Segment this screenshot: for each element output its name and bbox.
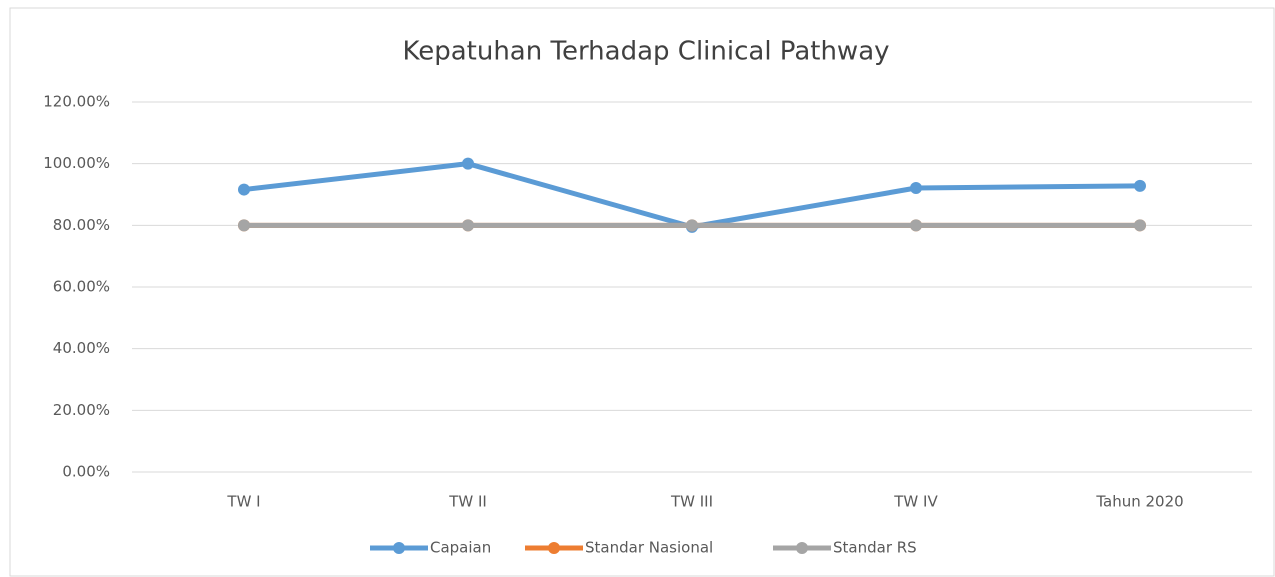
chart-frame — [9, 7, 1275, 577]
series-marker — [910, 219, 922, 232]
series-marker — [1134, 179, 1146, 192]
series-marker — [1134, 219, 1146, 232]
series-marker — [462, 219, 474, 232]
x-tick-label: Tahun 2020 — [1095, 493, 1183, 511]
x-tick-label: TW II — [448, 493, 487, 511]
legend-marker — [393, 542, 405, 554]
y-tick-label: 0.00% — [62, 463, 110, 481]
y-tick-label: 80.00% — [53, 216, 110, 234]
y-tick-label: 60.00% — [53, 278, 110, 296]
x-tick-label: TW I — [226, 493, 260, 511]
series-marker — [686, 219, 698, 232]
legend-marker — [796, 542, 808, 554]
legend-label: Standar RS — [833, 539, 917, 557]
series-marker — [238, 183, 250, 196]
y-tick-label: 20.00% — [53, 401, 110, 419]
chart-title: Kepatuhan Terhadap Clinical Pathway — [402, 37, 889, 67]
y-tick-label: 100.00% — [43, 154, 110, 172]
series-marker — [238, 219, 250, 232]
series-marker — [910, 182, 922, 195]
legend-marker — [548, 542, 560, 554]
legend-label: Standar Nasional — [585, 539, 713, 557]
x-tick-label: TW III — [670, 493, 713, 511]
y-tick-label: 40.00% — [53, 339, 110, 357]
x-tick-label: TW IV — [893, 493, 938, 511]
series-marker — [462, 157, 474, 170]
y-tick-label: 120.00% — [43, 93, 110, 111]
legend-label: Capaian — [430, 539, 491, 557]
